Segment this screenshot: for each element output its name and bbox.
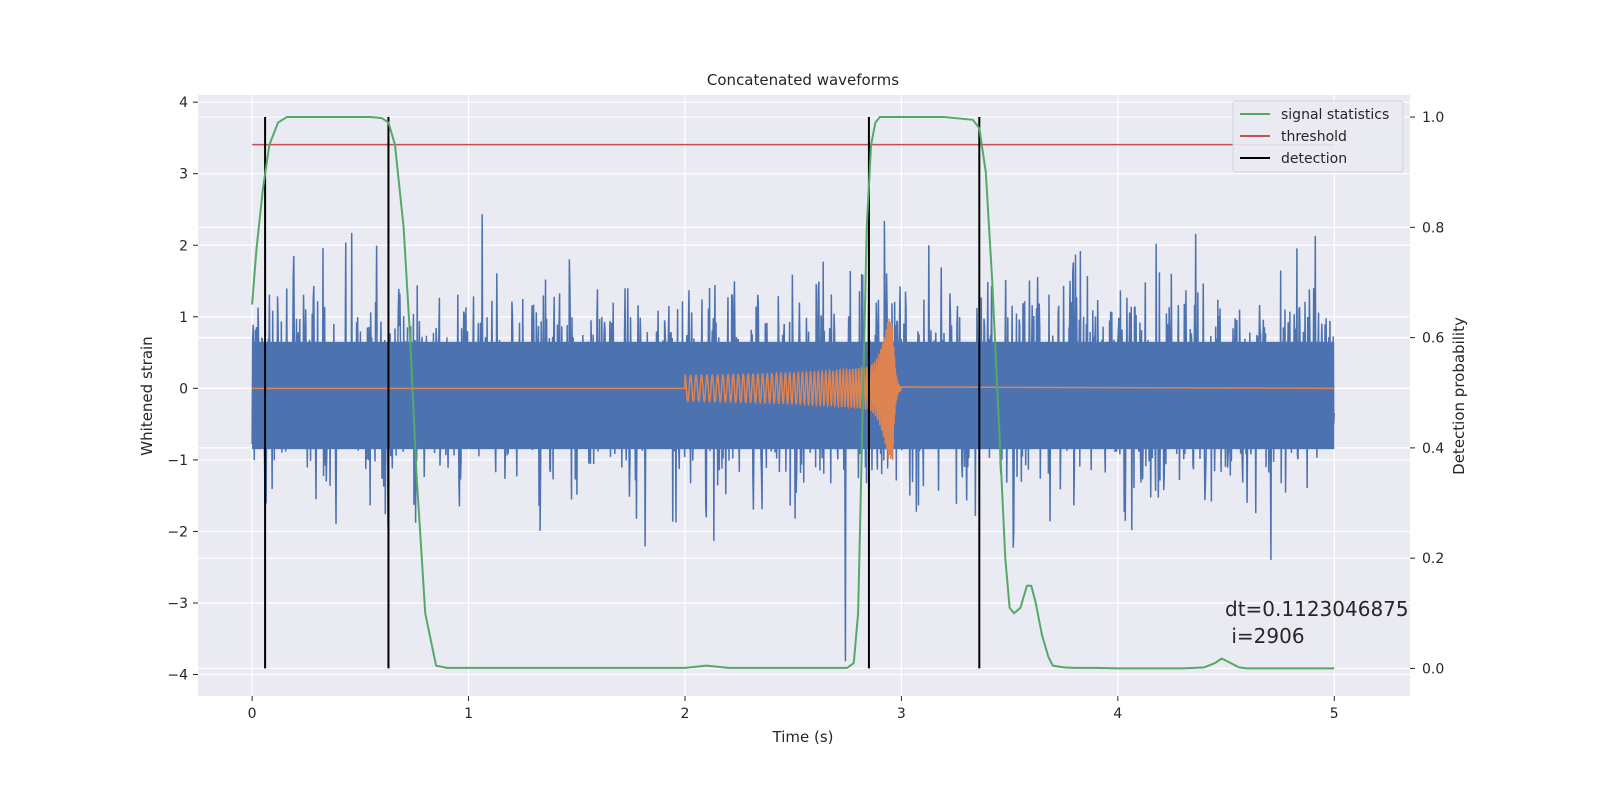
- legend-box: [1232, 100, 1404, 173]
- y-tick-label: 4: [179, 95, 188, 111]
- legend-label: detection: [1281, 151, 1347, 167]
- left-y-ticks: −4 −3 −2 −1 0 1 2 3 4: [167, 95, 198, 684]
- right-y-tick-label: 0.8: [1422, 220, 1444, 236]
- annotation-dt: dt=0.1123046875: [1225, 597, 1409, 621]
- x-axis-label: Time (s): [772, 728, 834, 746]
- y-tick-label: 0: [179, 381, 188, 397]
- y-tick-label: −4: [167, 668, 188, 684]
- signal-statistics-line: [251, 116, 1335, 670]
- x-tick-label: 1: [464, 706, 473, 722]
- y-tick-label: 3: [179, 167, 188, 183]
- y-tick-label: −3: [167, 596, 188, 612]
- x-tick-label: 5: [1330, 706, 1339, 722]
- right-y-tick-label: 0.2: [1422, 551, 1444, 567]
- y-axis-label: Whitened strain: [138, 336, 156, 455]
- right-y-tick-label: 0.4: [1422, 441, 1444, 457]
- y-tick-label: −2: [167, 524, 188, 540]
- x-tick-label: 3: [897, 706, 906, 722]
- legend: signal statistics threshold detection: [1232, 100, 1404, 173]
- right-y-tick-label: 0.0: [1422, 661, 1444, 677]
- y-tick-label: −1: [167, 453, 188, 469]
- right-y-tick-label: 0.6: [1422, 331, 1444, 347]
- right-y-axis-label: Detection probability: [1450, 317, 1468, 475]
- right-y-ticks: 0.0 0.2 0.4 0.6 0.8 1.0: [1410, 110, 1444, 677]
- plot-series: [251, 116, 1335, 670]
- x-tick-label: 4: [1113, 706, 1122, 722]
- injected-chirp-line: [252, 318, 1335, 460]
- right-y-tick-label: 1.0: [1422, 110, 1444, 126]
- annotation-i: i=2906: [1225, 624, 1305, 648]
- y-tick-label: 1: [179, 310, 188, 326]
- y-tick-label: 2: [179, 238, 188, 254]
- x-tick-label: 0: [248, 706, 257, 722]
- x-ticks: 0 1 2 3 4 5: [248, 696, 1339, 722]
- legend-label: threshold: [1281, 129, 1347, 145]
- x-tick-label: 2: [681, 706, 690, 722]
- legend-label: signal statistics: [1281, 107, 1389, 123]
- chart-title: Concatenated waveforms: [707, 71, 899, 89]
